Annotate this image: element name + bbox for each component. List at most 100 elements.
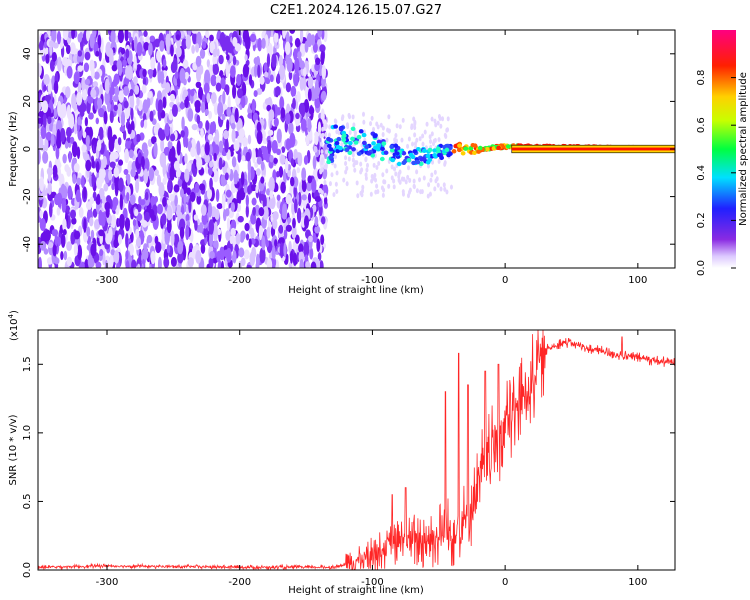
spectrogram-cell — [84, 117, 88, 127]
spectrogram-cell — [393, 143, 399, 148]
spectrogram-cell — [255, 55, 261, 67]
spectrogram-cell — [114, 85, 120, 97]
spectrogram-cell — [406, 143, 410, 149]
spectrogram-cell — [285, 112, 291, 125]
spectrogram-cell — [412, 178, 416, 184]
spectrogram-cell — [142, 99, 149, 114]
spectrogram-cell — [200, 146, 205, 157]
spectrogram-cell — [344, 147, 350, 153]
spectrogram-cell — [227, 95, 231, 111]
spectrogram-cell — [333, 124, 339, 129]
spectrogram-cell — [398, 169, 402, 175]
spectrogram-cell — [303, 215, 310, 229]
spectrogram-cell — [415, 169, 419, 175]
spectrogram-cell — [278, 64, 286, 81]
spectrogram-cell — [395, 123, 399, 129]
spectrogram-cell — [217, 101, 224, 118]
spectrogram-cell — [148, 42, 153, 56]
spectrogram-cell — [173, 160, 180, 171]
spectrogram-cell — [376, 189, 380, 195]
spectrogram-cell — [328, 124, 332, 130]
spectrogram-cell — [269, 74, 274, 83]
spectrogram-cell — [97, 34, 102, 49]
spectrogram-cell — [505, 144, 511, 149]
spectrogram-cell — [212, 48, 217, 58]
spectrogram-cell — [218, 157, 223, 170]
spectrogram-cell — [104, 90, 110, 106]
spectrogram-cell — [451, 149, 457, 154]
spectrogram-cell — [38, 149, 41, 165]
spectrogram-cell — [129, 194, 136, 206]
colorbar-tick-label: 0.0 — [696, 260, 707, 276]
spectrogram-cell — [135, 133, 141, 143]
spectrogram-cell — [190, 88, 195, 97]
spectrogram-cell — [38, 62, 42, 77]
spectrogram-cell — [73, 121, 78, 135]
spectrogram-cell — [204, 141, 210, 156]
spectrogram-cell — [146, 234, 153, 244]
spectrogram-cell — [410, 125, 414, 131]
spectrogram-cell — [427, 157, 433, 162]
spectrogram-cell — [73, 243, 78, 257]
spectrogram-cell — [272, 218, 278, 230]
spectrogram-cell — [43, 41, 47, 49]
spectrogram-cell — [123, 168, 129, 176]
spectrogram-cell — [163, 256, 170, 268]
spectrogram-cell — [380, 185, 384, 191]
spectrogram-cell — [204, 30, 210, 39]
spectrogram-cell — [330, 172, 334, 178]
spectrogram-cell — [42, 151, 49, 164]
spectrogram-cell — [99, 249, 104, 257]
spectrogram-cell — [169, 93, 176, 102]
spectrogram-cell — [321, 126, 325, 132]
spectrogram-cell — [47, 116, 52, 125]
spectrogram-cell — [347, 112, 351, 118]
spectrogram-cell — [119, 194, 124, 211]
spectrogram-cell — [118, 90, 124, 103]
spectrogram-cell — [191, 123, 198, 131]
spectrogram-cell — [321, 76, 326, 88]
spectrogram-cell — [113, 249, 120, 264]
spectrogram-cell — [315, 57, 321, 66]
spectrogram-cell — [421, 141, 425, 147]
spectrogram-cell — [161, 213, 167, 226]
spectrogram-cell — [425, 153, 431, 159]
svg-text:(x104): (x104) — [7, 310, 20, 341]
spectrogram-xtick-label: 100 — [628, 275, 647, 286]
spectrogram-cell — [316, 258, 321, 268]
spectrogram-cell — [247, 158, 252, 174]
spectrogram-cell — [206, 59, 210, 68]
spectrogram-cell — [209, 34, 214, 42]
spectrogram-cell — [359, 169, 363, 175]
spectrogram-cell — [431, 159, 435, 165]
spectrogram-ytick-label: 40 — [22, 47, 33, 60]
spectrogram-cell — [155, 241, 162, 254]
spectrogram-cell — [314, 215, 319, 227]
spectrogram-xtick-label: -100 — [361, 275, 384, 286]
spectrogram-cell — [387, 114, 391, 120]
spectrogram-cell — [242, 30, 250, 43]
spectrogram-cell — [77, 50, 83, 57]
spectrogram-cell — [49, 123, 53, 132]
spectrogram-cell — [207, 202, 213, 218]
spectrogram-cell — [139, 199, 146, 206]
spectrogram-cell — [375, 165, 379, 171]
spectrogram-cell — [198, 86, 204, 101]
spectrogram-cell — [113, 104, 118, 112]
spectrogram-cell — [410, 154, 416, 160]
spectrogram-cell — [436, 120, 440, 126]
spectrogram-cell — [98, 107, 105, 118]
spectrogram-cell — [43, 84, 47, 92]
spectrogram-cell — [240, 257, 246, 267]
spectrogram-cell — [150, 250, 156, 265]
spectrogram-cell — [210, 74, 217, 87]
spectrogram-cell — [224, 138, 229, 153]
spectrogram-cell — [319, 260, 324, 268]
spectrogram-cell — [221, 113, 226, 121]
spectrogram-cell — [67, 185, 73, 200]
spectrogram-cell — [323, 192, 327, 198]
spectrogram-cell — [310, 261, 317, 268]
spectrogram-cell — [166, 244, 171, 254]
spectrogram-cell — [402, 176, 406, 182]
spectrogram-cell — [230, 122, 236, 130]
